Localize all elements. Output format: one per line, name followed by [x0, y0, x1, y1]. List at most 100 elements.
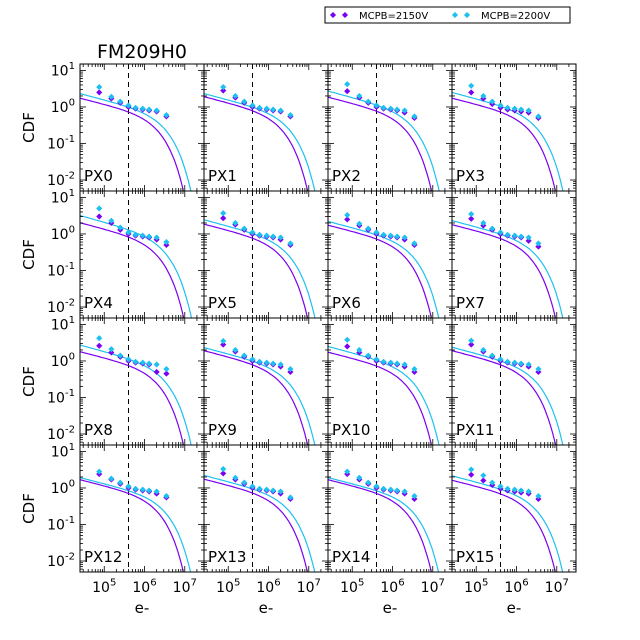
- data-point: [269, 360, 277, 367]
- y-axis-label: CDF: [20, 493, 38, 524]
- data-point: [220, 215, 227, 222]
- data-point: [480, 92, 487, 100]
- data-point: [96, 83, 103, 91]
- data-point: [263, 486, 270, 493]
- data-point: [277, 361, 284, 368]
- data-point: [401, 234, 408, 241]
- y-tick-label: 10-2: [47, 171, 75, 189]
- x-tick-label: 105: [92, 578, 116, 596]
- data-point: [344, 211, 351, 219]
- data-point: [468, 466, 475, 473]
- data-point: [163, 111, 170, 119]
- fit-curve-MCPB=2200V: [204, 347, 316, 445]
- data-point: [287, 365, 294, 373]
- data-point: [525, 361, 532, 368]
- data-point: [232, 92, 239, 100]
- x-axis-label: e-: [259, 599, 274, 617]
- data-point: [411, 240, 418, 247]
- y-tick-label: 10-1: [47, 515, 75, 533]
- data-point: [535, 492, 542, 500]
- data-point: [287, 111, 294, 119]
- data-point: [220, 210, 227, 217]
- legend-box: [324, 6, 571, 24]
- fit-curve-MCPB=2150V: [80, 479, 184, 572]
- y-tick-label: 10-2: [47, 425, 75, 443]
- data-point: [525, 107, 532, 114]
- legend-marker: [451, 11, 459, 19]
- data-point: [263, 105, 270, 112]
- fit-curve-MCPB=2200V: [452, 475, 564, 572]
- panel-label: PX14: [332, 548, 370, 566]
- data-point: [535, 365, 542, 373]
- y-tick-label: 101: [51, 61, 75, 79]
- data-point: [393, 233, 401, 240]
- data-point: [387, 359, 394, 366]
- panel-px15: PX15 105 106 107 e-: [451, 444, 577, 617]
- data-point: [163, 238, 170, 246]
- x-tick-label: 106: [380, 578, 404, 596]
- data-point: [468, 82, 475, 89]
- data-point: [132, 358, 139, 365]
- fit-curve-MCPB=2150V: [328, 96, 433, 191]
- data-point: [468, 89, 475, 96]
- y-tick-label: 100: [51, 225, 75, 243]
- data-point: [241, 225, 248, 232]
- x-axis-label: e-: [383, 599, 398, 617]
- data-point: [387, 486, 394, 493]
- data-point: [480, 472, 487, 479]
- fit-curve-MCPB=2200V: [80, 477, 192, 572]
- data-point: [96, 342, 103, 349]
- data-point: [504, 104, 511, 111]
- data-point: [241, 479, 248, 486]
- data-point: [480, 219, 487, 227]
- fit-curve-MCPB=2200V: [204, 93, 316, 191]
- data-point: [277, 488, 284, 495]
- data-point: [117, 479, 124, 486]
- panel-px9: PX9: [203, 317, 329, 446]
- data-point: [468, 210, 475, 218]
- data-point: [220, 465, 227, 473]
- data-point: [489, 352, 496, 359]
- data-point: [153, 488, 160, 495]
- data-point: [517, 360, 525, 367]
- data-point: [511, 105, 518, 112]
- data-point: [380, 231, 387, 238]
- fit-curve-MCPB=2200V: [452, 220, 564, 318]
- data-point: [380, 358, 387, 365]
- fit-curve-MCPB=2200V: [204, 474, 316, 572]
- data-point: [411, 365, 418, 373]
- data-point: [365, 352, 372, 359]
- y-axis-label: CDF: [20, 366, 38, 397]
- legend-entry: MCPB=2150V: [359, 11, 428, 22]
- panel-label: PX12: [84, 548, 122, 566]
- data-point: [153, 234, 160, 241]
- legend: MCPB=2150V MCPB=2200V: [324, 6, 571, 24]
- panel-label: PX6: [332, 294, 361, 312]
- data-point: [497, 102, 504, 109]
- data-point: [256, 104, 263, 111]
- x-tick-label: 107: [173, 578, 197, 596]
- data-point: [220, 470, 227, 477]
- fit-curve-MCPB=2150V: [204, 223, 309, 318]
- data-point: [468, 471, 475, 478]
- fit-curve-MCPB=2150V: [204, 96, 309, 191]
- data-point: [344, 343, 351, 350]
- data-point: [125, 356, 132, 363]
- data-point: [287, 494, 294, 501]
- data-point: [132, 104, 139, 111]
- fit-curve-MCPB=2150V: [452, 479, 556, 572]
- x-axis-label: e-: [135, 599, 150, 617]
- data-point: [393, 487, 401, 494]
- y-tick-label: 101: [51, 188, 75, 206]
- data-point: [249, 483, 256, 490]
- panel-label: PX3: [456, 167, 485, 185]
- data-point: [249, 356, 256, 363]
- data-point: [117, 98, 124, 105]
- panel-px11: PX11: [451, 317, 577, 446]
- panel-label: PX10: [332, 421, 370, 439]
- panel-px13: PX13 105 106 107 e-: [203, 444, 329, 617]
- data-point: [125, 229, 132, 236]
- data-point: [163, 370, 170, 377]
- data-point: [344, 81, 351, 88]
- data-point: [153, 107, 160, 114]
